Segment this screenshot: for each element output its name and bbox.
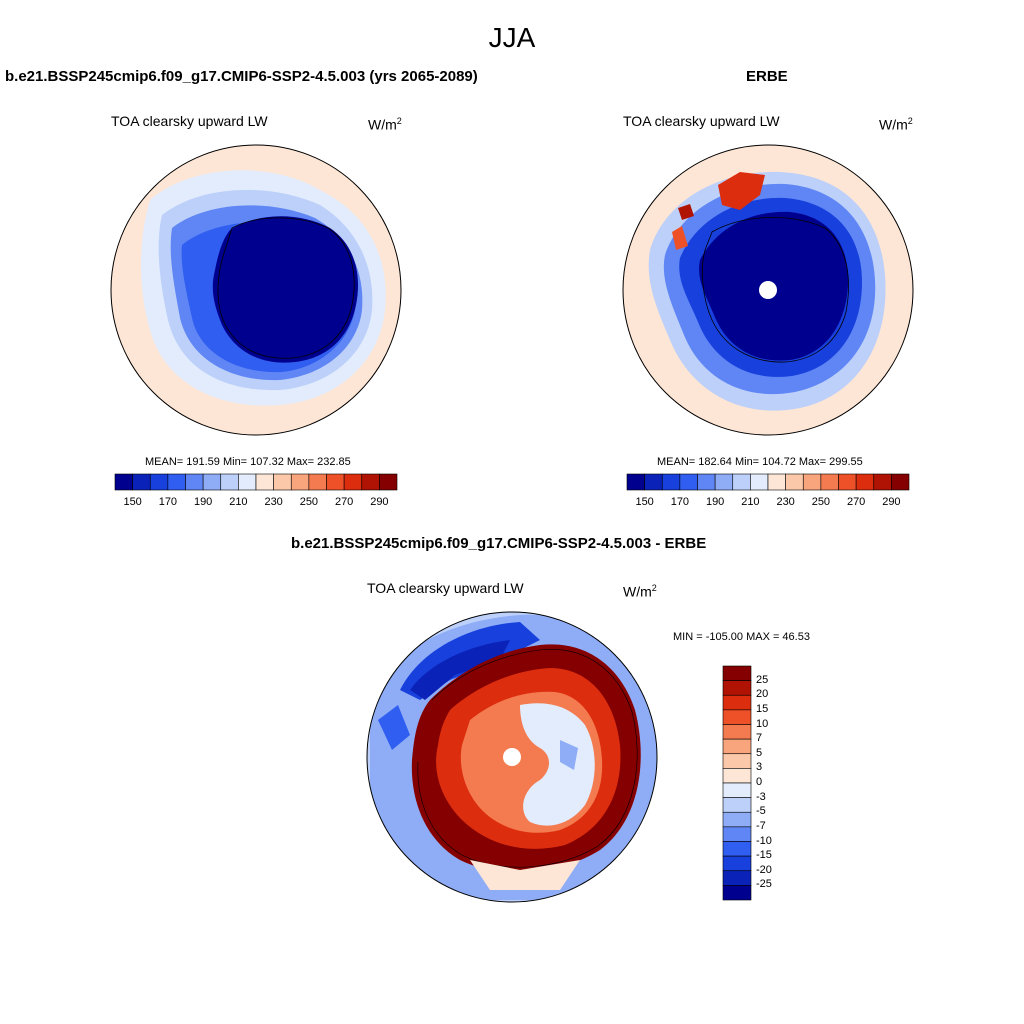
diff-colorbar-tick-label: 15 [756,702,769,715]
diff-colorbar [722,665,752,901]
obs-colorbar [626,473,910,491]
diff-colorbar-cell [722,797,752,813]
diff-colorbar-cell [722,782,752,798]
main-title: JJA [488,22,536,53]
diff-colorbar-tick-label: -20 [756,863,772,876]
diff-colorbar-tick-label: 0 [756,776,763,788]
diff-colorbar-tick-label: 25 [756,673,769,686]
diff-colorbar-cell [722,870,752,886]
diff-colorbar-cell [722,724,752,740]
obs-colorbar-tick-label: 290 [882,496,901,508]
diff-colorbar-tick-label: -5 [756,805,766,818]
obs-colorbar-tick-label: 170 [670,496,690,508]
diff-colorbar-cell [722,855,752,872]
model-colorbar-tick-label: 230 [264,496,283,508]
model-stats: MEAN= 191.59 Min= 107.32 Max= 232.85 [145,456,351,468]
model-colorbar [114,473,398,491]
diff-colorbar-cell [722,841,752,857]
diff-colorbar-ticks: 25 20 15 10 7 5 3 0 -3 -5 -7 -10 -15 -20 -25 [756,666,796,900]
diff-colorbar-cell [722,680,752,696]
model-panel-title: b.e21.BSSP245cmip6.f09_g17.CMIP6-SSP2-4.… [5,68,478,85]
model-colorbar-ticks: 150 170 190 210 230 250 270 290 [115,496,397,510]
model-colorbar-tick-label: 170 [158,496,178,508]
obs-variable-label: TOA clearsky upward LW [623,113,780,129]
diff-colorbar-cell [722,753,752,769]
diff-panel-title: b.e21.BSSP245cmip6.f09_g17.CMIP6-SSP2-4.… [291,535,707,552]
diff-colorbar-cell [722,694,752,711]
diff-colorbar-tick-label: -7 [756,819,766,832]
obs-colorbar-tick-label: 150 [635,496,654,508]
obs-colorbar-cell [891,473,910,491]
diff-colorbar-cell [722,768,752,784]
diff-colorbar-cell [722,665,752,681]
diff-units-label: W/m2 [623,583,657,600]
obs-panel-title: ERBE [746,68,788,85]
obs-units-label: W/m2 [879,116,913,133]
diff-colorbar-tick-label: -10 [756,834,772,847]
diff-colorbar-tick-label: 7 [756,732,763,745]
diff-colorbar-cell [722,826,752,842]
model-variable-label: TOA clearsky upward LW [111,113,268,129]
obs-colorbar-tick-label: 250 [811,496,831,508]
diff-colorbar-tick-label: -25 [756,878,772,891]
diff-colorbar-tick-label: -3 [756,790,766,803]
obs-colorbar-ticks: 150 170 190 210 230 250 270 290 [627,496,909,510]
diff-variable-label: TOA clearsky upward LW [367,580,524,596]
model-colorbar-cell [379,473,398,491]
diff-stats: MIN = -105.00 MAX = 46.53 [673,631,810,643]
obs-colorbar-tick-label: 270 [846,496,866,508]
model-colorbar-tick-label: 210 [229,496,248,508]
model-colorbar-tick-label: 150 [123,496,142,508]
diff-colorbar-cell [722,709,752,725]
model-units-label: W/m2 [368,116,402,133]
obs-stats: MEAN= 182.64 Min= 104.72 Max= 299.55 [657,456,863,468]
obs-colorbar-tick-label: 210 [741,496,760,508]
diff-colorbar-tick-label: 10 [756,717,769,730]
diff-colorbar-tick-label: 20 [756,688,769,701]
diff-colorbar-tick-label: -15 [756,849,772,862]
model-colorbar-tick-label: 270 [334,496,354,508]
diff-colorbar-tick-label: 5 [756,746,763,759]
diff-colorbar-cell [722,885,752,901]
model-colorbar-tick-label: 190 [193,496,213,508]
model-colorbar-tick-label: 290 [370,496,389,508]
diff-colorbar-tick-label: 3 [756,761,763,774]
diff-colorbar-cell [722,738,752,755]
obs-colorbar-tick-label: 230 [776,496,795,508]
obs-colorbar-tick-label: 190 [705,496,725,508]
model-colorbar-tick-label: 250 [299,496,319,508]
diff-colorbar-cell [722,811,752,828]
